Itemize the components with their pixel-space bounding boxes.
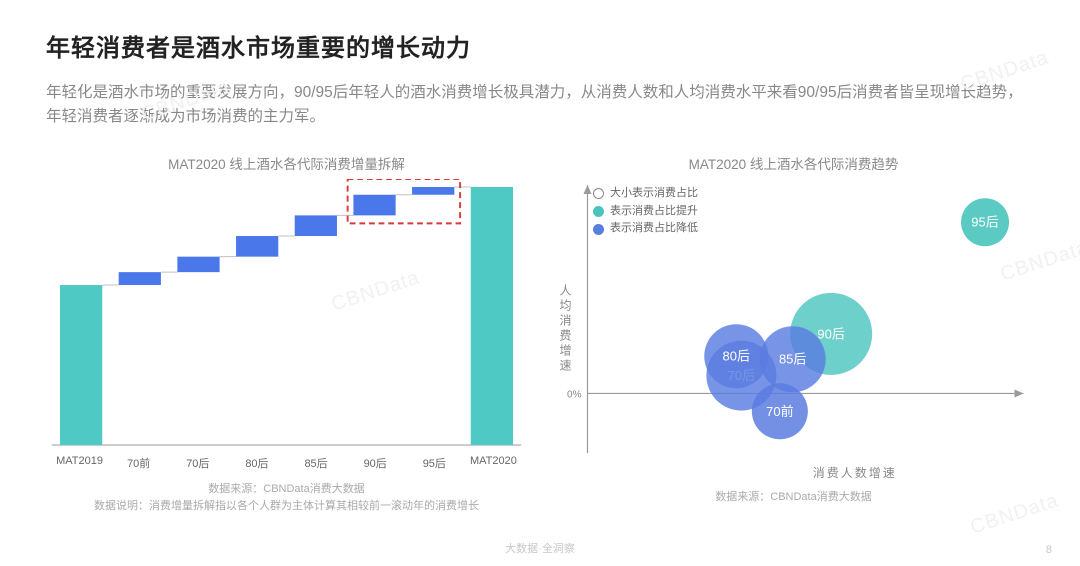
svg-text:85后: 85后 (779, 352, 806, 367)
footer-center: 大数据·全洞察 (0, 540, 1080, 556)
waterfall-footnote: 数据来源：CBNData消费大数据 数据说明：消费增量拆解指以各个人群为主体计算… (46, 481, 527, 514)
waterfall-xlabel: 70前 (109, 455, 168, 471)
footnote-line: 数据说明：消费增量拆解指以各个人群为主体计算其相较前一滚动年的消费增长 (46, 498, 527, 515)
page-subtitle: 年轻化是酒水市场的重要发展方向，90/95后年轻人的酒水消费增长极具潜力，从消费… (46, 81, 1034, 129)
legend-down: 表示消费占比降低 (610, 220, 698, 238)
charts-row: MAT2020 线上酒水各代际消费增量拆解 MAT201970前70后80后85… (46, 143, 1034, 514)
svg-text:90后: 90后 (817, 326, 844, 341)
bubble-chart: MAT2020 线上酒水各代际消费趋势 大小表示消费占比 表示消费占比提升 表示… (553, 143, 1034, 514)
waterfall-xlabel: MAT2019 (50, 455, 109, 471)
footnote-line: 数据来源：CBNData消费大数据 (46, 481, 527, 498)
waterfall-chart: MAT2020 线上酒水各代际消费增量拆解 MAT201970前70后80后85… (46, 143, 527, 514)
bubble-legend: 大小表示消费占比 表示消费占比提升 表示消费占比降低 (593, 185, 698, 238)
slide-root: CBNData CBNData CBNData CBNData CBNData … (0, 0, 1080, 566)
page-title: 年轻消费者是酒水市场重要的增长动力 (46, 28, 1034, 63)
bubble-title: MAT2020 线上酒水各代际消费趋势 (553, 153, 1034, 173)
waterfall-xlabel: 95后 (405, 455, 464, 471)
page-number: 8 (1046, 544, 1052, 556)
waterfall-xlabel: 70后 (168, 455, 227, 471)
legend-up: 表示消费占比提升 (610, 203, 698, 221)
waterfall-title: MAT2020 线上酒水各代际消费增量拆解 (46, 153, 527, 173)
waterfall-xlabel: MAT2020 (464, 455, 523, 471)
svg-text:70前: 70前 (766, 404, 793, 419)
waterfall-xlabel: 80后 (227, 455, 286, 471)
bubble-ylabel: 人均消费增速 (557, 284, 574, 374)
waterfall-xlabel: 85后 (287, 455, 346, 471)
bubble-footnote: 数据来源：CBNData消费大数据 (553, 489, 1034, 506)
svg-text:0%: 0% (567, 389, 582, 400)
bubble-xlabel: 消费人数增速 (813, 464, 897, 481)
legend-size: 大小表示消费占比 (610, 185, 698, 203)
svg-text:80后: 80后 (723, 349, 750, 364)
waterfall-svg (46, 179, 527, 449)
svg-text:95后: 95后 (971, 215, 998, 230)
waterfall-xlabel: 90后 (346, 455, 405, 471)
waterfall-xlabels: MAT201970前70后80后85后90后95后MAT2020 (46, 449, 527, 471)
